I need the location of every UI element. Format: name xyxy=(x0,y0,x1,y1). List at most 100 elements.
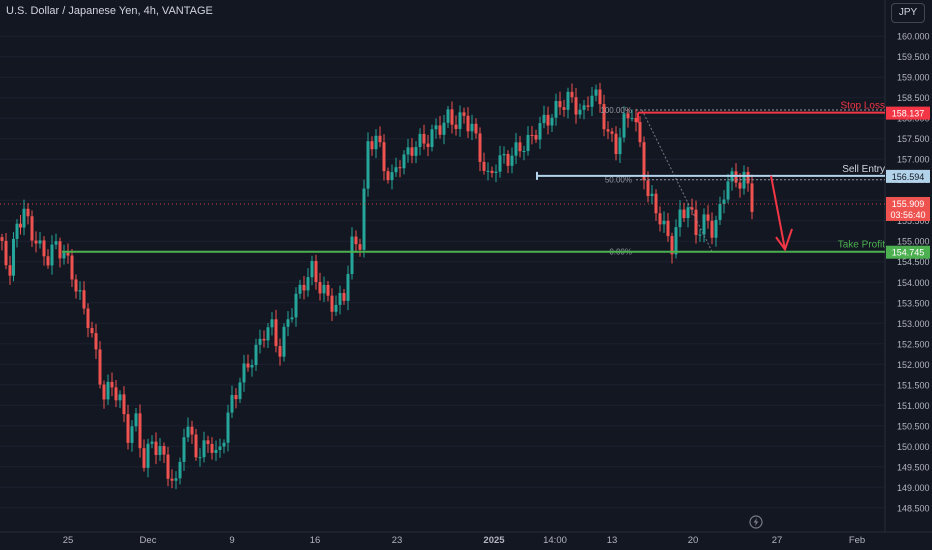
candle-body xyxy=(514,142,518,156)
candle-body xyxy=(518,142,522,152)
candle-body xyxy=(266,327,270,341)
candle-body xyxy=(126,414,130,443)
candle-body xyxy=(414,146,418,156)
candle-body xyxy=(682,209,686,219)
sell-entry-price-badge[interactable] xyxy=(886,169,930,183)
candle-body xyxy=(478,133,482,162)
price-axis[interactable]: 160.000159.500159.000158.500158.000157.5… xyxy=(886,32,930,514)
candle-body xyxy=(66,252,70,256)
candle-body xyxy=(26,208,30,217)
candle-body xyxy=(50,244,54,266)
candle-body xyxy=(134,413,138,427)
candle-body xyxy=(82,290,86,309)
candle-body xyxy=(166,454,170,479)
candle-body xyxy=(610,131,614,134)
candle-body xyxy=(638,122,642,143)
candle-body xyxy=(102,384,106,400)
candle-body xyxy=(270,319,274,328)
price-tick-label: 151.000 xyxy=(897,401,930,411)
candle-body xyxy=(666,220,670,237)
candle-body xyxy=(394,167,398,173)
time-tick-label: 14:00 xyxy=(543,535,567,546)
candle-body xyxy=(34,240,38,244)
candle-body xyxy=(170,478,174,481)
current-price-badge[interactable] xyxy=(886,196,930,221)
time-tick-label: 9 xyxy=(229,535,234,546)
candle-body xyxy=(614,133,618,155)
candle-body xyxy=(114,387,118,401)
candle-body xyxy=(22,208,26,228)
candle-body xyxy=(434,125,438,130)
candle-body xyxy=(186,426,190,438)
take-profit-price-badge[interactable] xyxy=(886,245,930,259)
candle-body xyxy=(710,220,714,238)
candle-body xyxy=(202,440,206,458)
candle-body xyxy=(178,461,182,479)
time-axis[interactable]: 25 Dec 9 16 23 2025 14:00 13 20 27 Feb xyxy=(63,535,865,546)
currency-button[interactable]: JPY xyxy=(891,3,925,23)
candle-body xyxy=(150,441,154,444)
candle-body xyxy=(62,252,66,259)
candle-body xyxy=(642,142,646,181)
candle-body xyxy=(462,112,466,116)
candle-body xyxy=(406,147,410,155)
candle-body xyxy=(670,236,674,255)
candle-body xyxy=(418,133,422,147)
candle-body xyxy=(750,183,754,212)
candle-body xyxy=(58,241,62,259)
candle-body xyxy=(118,394,122,401)
candle-body xyxy=(574,97,578,115)
candle-body xyxy=(234,394,238,400)
take-profit-label: Take Profit xyxy=(838,240,885,251)
candle-body xyxy=(230,394,234,413)
candle-body xyxy=(198,457,202,459)
price-tick-label: 153.000 xyxy=(897,319,930,329)
candle-body xyxy=(702,214,706,235)
candle-body xyxy=(154,441,158,455)
candle-body xyxy=(674,227,678,255)
candle-body xyxy=(742,171,746,189)
candle-body xyxy=(262,338,266,341)
price-tick-label: 159.500 xyxy=(897,52,930,62)
price-tick-label: 148.500 xyxy=(897,503,930,513)
candle-body xyxy=(182,437,186,462)
candle-body xyxy=(494,171,498,174)
candle-body xyxy=(342,293,346,301)
grid xyxy=(0,0,932,533)
candle-body xyxy=(398,167,402,169)
candle-body xyxy=(214,449,218,453)
candle-body xyxy=(446,109,450,123)
candle-body xyxy=(486,170,490,172)
price-tick-label: 154.000 xyxy=(897,278,930,288)
candle-body xyxy=(734,171,738,183)
candle-body xyxy=(390,172,394,181)
candle-body xyxy=(438,125,442,135)
candle-body xyxy=(94,333,98,350)
candle-body xyxy=(602,104,606,130)
time-tick-label: Feb xyxy=(849,535,865,546)
stop-loss-price-badge[interactable] xyxy=(886,106,930,120)
replay-lightning-icon[interactable] xyxy=(749,515,763,529)
candle-body xyxy=(566,91,570,110)
candle-body xyxy=(334,304,338,312)
candle-body xyxy=(218,446,222,450)
candle-body xyxy=(302,284,306,291)
time-tick-label: 13 xyxy=(607,535,618,546)
candle-body xyxy=(490,170,494,174)
candle-body xyxy=(482,161,486,171)
candle-body xyxy=(19,223,22,228)
candle-body xyxy=(738,182,742,189)
candle-body xyxy=(382,142,386,172)
price-tick-label: 151.500 xyxy=(897,380,930,390)
candle-body xyxy=(15,223,19,239)
candle-body xyxy=(386,171,390,181)
candle-body xyxy=(274,319,278,347)
candle-body xyxy=(718,203,722,220)
candle-body xyxy=(466,115,470,132)
fib-level-label: 50.00% xyxy=(605,176,632,185)
candle-body xyxy=(98,349,102,385)
candle-body xyxy=(4,240,8,266)
candle-body xyxy=(78,290,82,292)
